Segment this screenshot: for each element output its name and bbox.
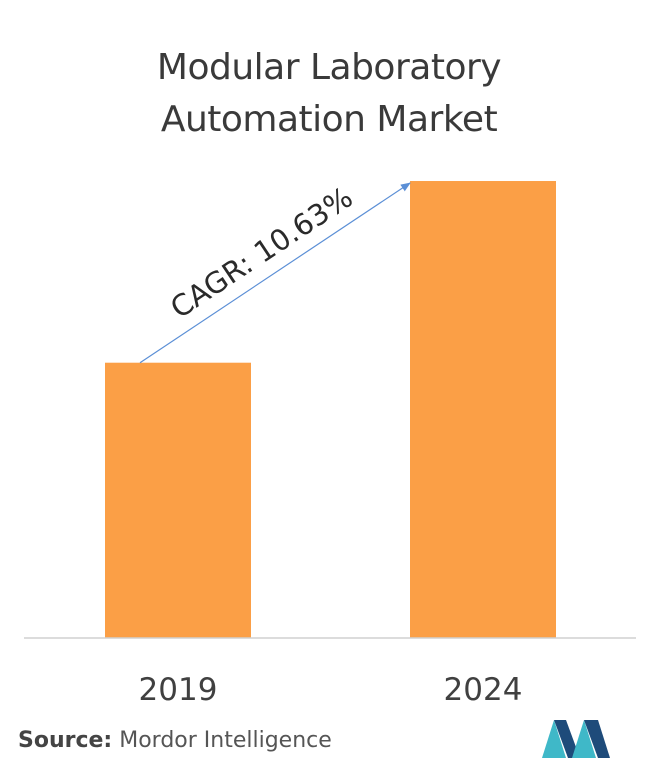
cagr-annotation: CAGR: 10.63% [164, 180, 358, 325]
cagr-arrow [139, 182, 411, 364]
x-tick-label-2024: 2024 [444, 672, 523, 708]
bars-group [105, 181, 556, 638]
source-text: Mordor Intelligence [112, 728, 332, 753]
source-label: Source: [18, 728, 113, 753]
x-tick-labels: 2019 2024 [139, 672, 523, 708]
bar-2019 [105, 362, 251, 638]
chart-title-line-1: Modular Laboratory [156, 47, 502, 88]
bar-2024 [410, 181, 556, 638]
chart-title-line-2: Automation Market [160, 99, 498, 140]
x-tick-label-2019: 2019 [139, 672, 218, 708]
mordor-intelligence-logo [542, 720, 610, 758]
source-note: Source: Mordor Intelligence [18, 728, 332, 753]
chart-title: Modular Laboratory Automation Market [0, 42, 658, 146]
